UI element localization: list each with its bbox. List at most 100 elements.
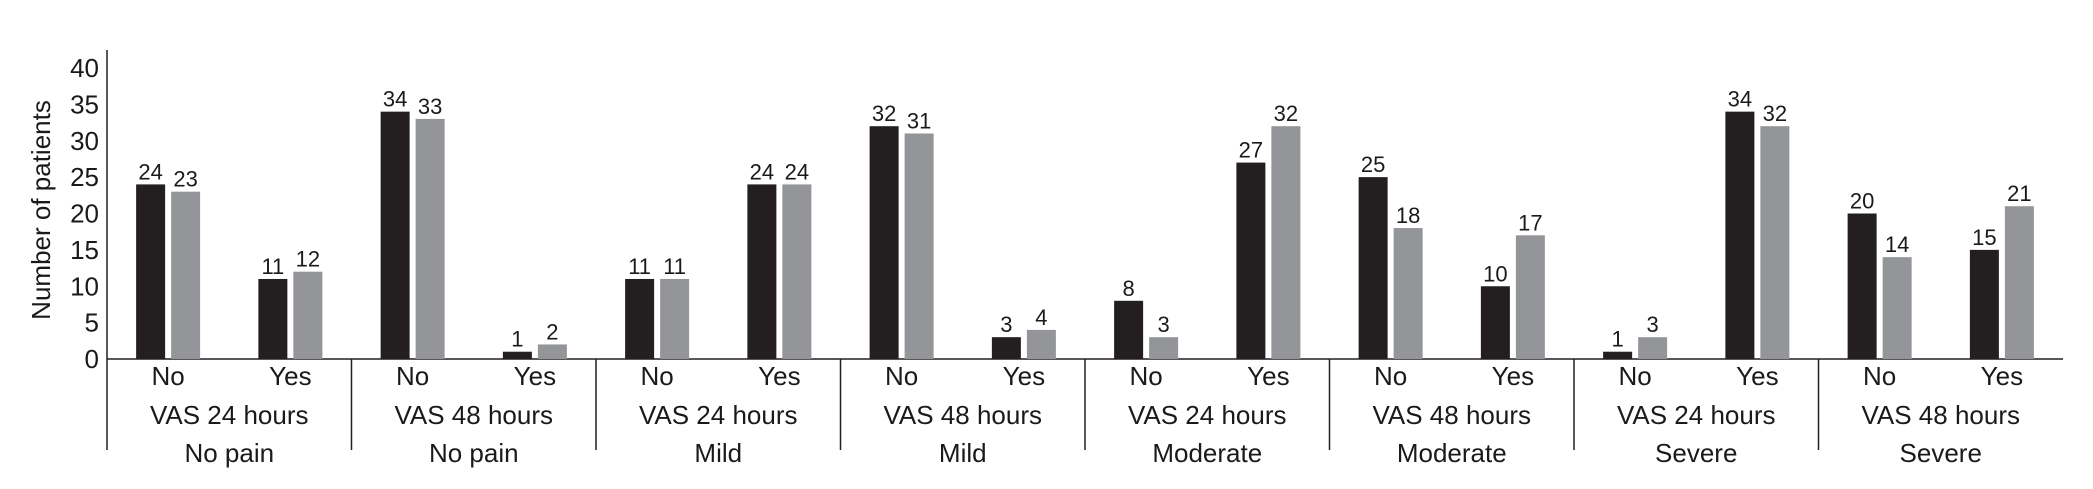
bar-value-label: 3 [1000,312,1012,337]
category-label: Yes [1736,361,1778,391]
bar-value-label: 4 [1035,305,1047,330]
bar [380,111,410,360]
bar [502,351,532,359]
bar-value-label: 34 [383,87,407,112]
bar-value-label: 14 [1885,232,1909,257]
bar-value-label: 1 [511,327,523,352]
bar-value-label: 11 [663,254,686,279]
y-tick-label: 30 [70,126,99,156]
bar-value-label: 24 [785,159,809,184]
bar [1271,126,1301,359]
bar [1114,300,1144,359]
y-tick-label: 40 [70,53,99,83]
group-label-line1: VAS 24 hours [1617,400,1776,430]
bar-value-label: 10 [1483,261,1507,286]
bar [1725,111,1755,360]
bar [2004,206,2034,359]
bar-value-label: 3 [1647,312,1659,337]
bar [1760,126,1790,359]
bar [904,133,934,359]
y-tick-label: 0 [85,344,99,374]
group-label-line1: VAS 48 hours [883,400,1042,430]
bar [1149,337,1179,359]
bar [747,184,777,359]
bar [1638,337,1668,359]
category-label: No [396,361,429,391]
group-label-line2: Severe [1655,438,1737,468]
bar [293,271,323,359]
bar-value-label: 32 [1274,101,1298,126]
bar [1393,228,1423,359]
y-tick-label: 20 [70,199,99,229]
category-label: No [1863,361,1896,391]
bar [991,337,1021,359]
bar-value-label: 24 [750,159,774,184]
bar-value-label: 24 [138,159,162,184]
bar-value-label: 32 [872,101,896,126]
bar [869,126,899,359]
group-label-line2: Moderate [1397,438,1507,468]
bar-value-label: 18 [1396,203,1420,228]
category-label: Yes [514,361,556,391]
bar-value-label: 11 [628,254,651,279]
bar [171,191,201,359]
category-label: Yes [1247,361,1289,391]
chart-bars [136,111,2034,360]
bar [258,278,288,359]
y-tick-label: 15 [70,235,99,265]
bar-value-label: 31 [907,108,931,133]
y-tick-label: 10 [70,271,99,301]
bar-value-label: 12 [296,247,320,272]
category-label: No [1619,361,1652,391]
bar-value-label: 34 [1728,87,1752,112]
bar [1882,257,1912,359]
y-tick-label: 25 [70,162,99,192]
category-label: Yes [1003,361,1045,391]
bar [1236,162,1266,359]
group-label-line2: Mild [939,438,987,468]
group-label-line2: Severe [1900,438,1982,468]
bar [1603,351,1633,359]
bar [1358,177,1388,359]
bar-value-label: 27 [1239,138,1263,163]
bar [537,344,567,359]
bar-value-label: 8 [1123,276,1135,301]
bar-value-label: 32 [1763,101,1787,126]
group-label-line2: Mild [694,438,742,468]
bar [1969,249,1999,359]
group-label-line2: No pain [184,438,274,468]
bar [1480,286,1510,359]
bar-value-label: 23 [173,167,197,192]
category-label: No [885,361,918,391]
bar-value-label: 1 [1612,327,1624,352]
group-label-line2: Moderate [1152,438,1262,468]
group-label-line1: VAS 48 hours [1861,400,2020,430]
bar-value-label: 17 [1518,210,1542,235]
category-label: Yes [1492,361,1534,391]
bar-value-label: 2 [546,319,558,344]
bar [1515,235,1545,359]
group-label-line1: VAS 48 hours [1372,400,1531,430]
group-label-line1: VAS 24 hours [150,400,309,430]
category-label: No [1374,361,1407,391]
bar [1847,213,1877,359]
category-label: No [1130,361,1163,391]
bar-value-label: 15 [1972,225,1996,250]
bar [660,278,690,359]
y-tick-label: 5 [85,308,99,338]
bar [782,184,812,359]
bar [136,184,166,359]
bar [415,118,445,359]
category-label: No [641,361,674,391]
bar-value-label: 33 [418,94,442,119]
bar-value-label: 11 [261,254,284,279]
group-label-line1: VAS 24 hours [639,400,798,430]
y-tick-label: 35 [70,89,99,119]
bar [625,278,655,359]
group-label-line1: VAS 48 hours [394,400,553,430]
bar [1026,329,1056,359]
bar-value-label: 21 [2007,181,2031,206]
category-label: Yes [1981,361,2023,391]
bar-value-label: 20 [1850,189,1874,214]
